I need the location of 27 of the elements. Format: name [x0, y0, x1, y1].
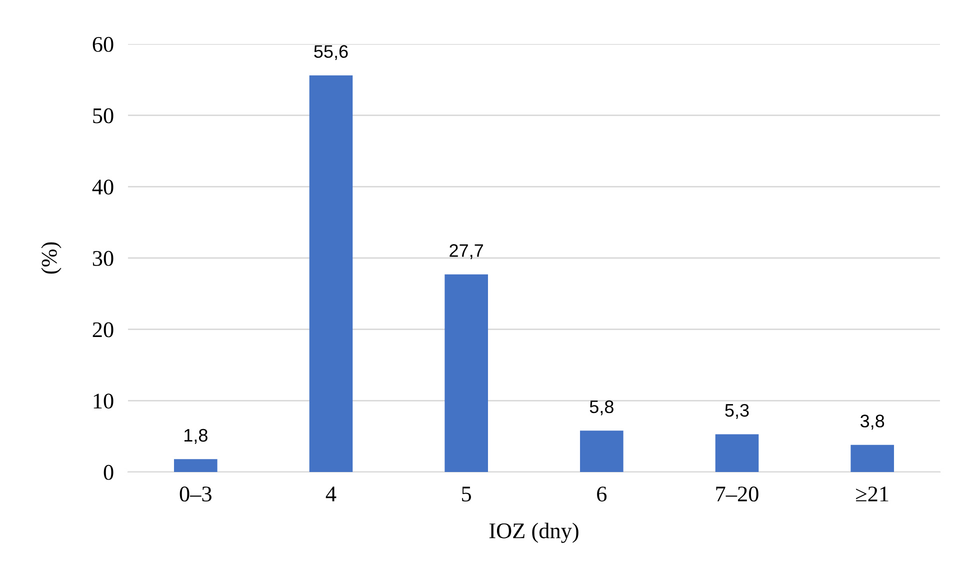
- bar: [580, 430, 624, 472]
- bar: [850, 444, 894, 472]
- x-tick-label: 6: [597, 486, 607, 502]
- y-tick-label: 10: [94, 394, 114, 409]
- y-tick-label: 20: [92, 322, 114, 338]
- y-tick-label: 60: [92, 36, 114, 52]
- data-label: 1,8: [184, 428, 208, 444]
- y-tick-label: 40: [92, 180, 114, 195]
- bar: [444, 274, 488, 472]
- y-tick-label: 50: [93, 108, 114, 124]
- x-tick-label: 0–3: [180, 486, 212, 502]
- data-label: 5,3: [725, 404, 749, 419]
- x-tick-label: ≥21: [856, 486, 888, 502]
- x-tick-label: 4: [326, 486, 336, 502]
- data-label: 5,8: [590, 400, 614, 416]
- data-label: 55,6: [314, 45, 348, 60]
- x-axis-title: IOZ (dny): [489, 522, 578, 543]
- y-tick-label: 30: [92, 250, 114, 266]
- x-tick-label: 5: [462, 486, 472, 502]
- data-label: 3,8: [860, 414, 884, 430]
- y-axis-title: (%): [41, 242, 62, 274]
- y-tick-label: 0: [104, 464, 114, 480]
- bar: [174, 459, 218, 472]
- data-label: 27,7: [450, 244, 483, 260]
- x-tick-label: 7–20: [716, 486, 758, 502]
- bar: [715, 434, 759, 472]
- bar: [309, 75, 353, 472]
